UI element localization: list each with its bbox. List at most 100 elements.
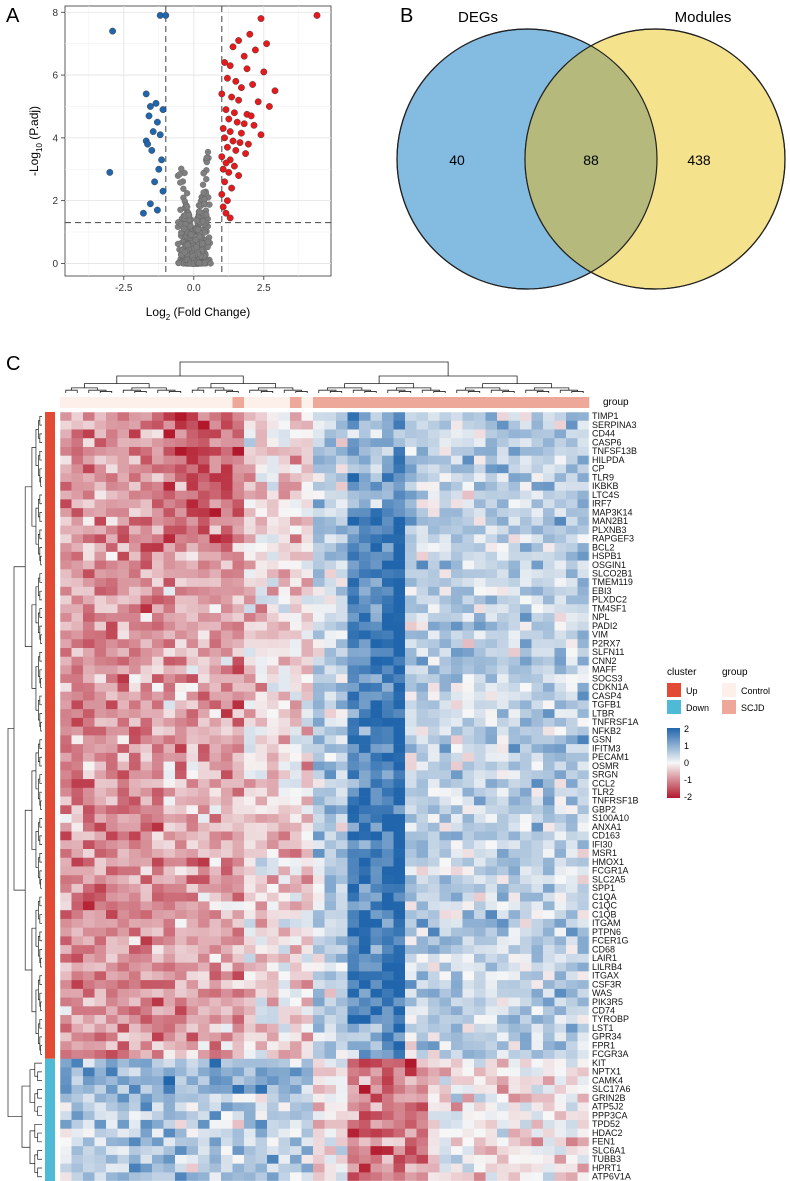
heatmap-cell: [520, 464, 532, 474]
heatmap-cell: [554, 1015, 567, 1025]
heatmap-cell: [485, 717, 498, 727]
heatmap-cell: [428, 1076, 440, 1086]
heatmap-cell: [83, 473, 95, 483]
heatmap-cell: [497, 438, 509, 448]
heatmap-cell: [255, 1102, 268, 1112]
heatmap-cell: [232, 604, 245, 614]
heatmap-cell: [198, 1093, 210, 1103]
heatmap-cell: [393, 1128, 406, 1138]
heatmap-cell: [221, 586, 233, 596]
heatmap-cell: [543, 578, 555, 588]
heatmap-cell: [451, 499, 463, 509]
heatmap-cell: [393, 1032, 406, 1042]
heatmap-cell: [416, 1023, 429, 1033]
heatmap-cell: [347, 1119, 360, 1129]
heatmap-cell: [382, 481, 394, 491]
heatmap-cell: [416, 560, 429, 570]
heatmap-cell: [416, 717, 429, 727]
heatmap-cell: [163, 814, 176, 824]
heatmap-cell: [198, 796, 210, 806]
heatmap-cell: [428, 604, 440, 614]
heatmap-cell: [485, 875, 498, 885]
heatmap-cell: [405, 578, 417, 588]
heatmap-cell: [382, 586, 394, 596]
heatmap-cell: [60, 1084, 72, 1095]
heatmap-cell: [359, 805, 371, 815]
heatmap-cell: [290, 473, 302, 483]
heatmap-cell: [94, 883, 107, 893]
heatmap-cell: [152, 1032, 164, 1042]
heatmap-cell: [244, 420, 256, 430]
heatmap-cell: [221, 910, 233, 920]
heatmap-cell: [221, 1032, 233, 1042]
dendrogram-branch: [40, 957, 42, 968]
heatmap-cell: [175, 499, 187, 509]
heatmap-cell: [71, 875, 84, 885]
heatmap-cell: [416, 656, 429, 666]
heatmap-cell: [416, 446, 429, 456]
heatmap-cell: [462, 543, 475, 553]
heatmap-cell: [451, 840, 463, 850]
heatmap-cell: [198, 647, 210, 658]
heatmap-cell: [152, 997, 164, 1007]
heatmap-cell: [71, 1041, 84, 1051]
heatmap-cell: [577, 866, 590, 876]
heatmap-cell: [152, 779, 164, 789]
heatmap-cell: [324, 717, 337, 727]
heatmap-cell: [439, 936, 452, 946]
heatmap-cell: [163, 586, 176, 596]
heatmap-cell: [267, 1006, 279, 1016]
heatmap-cell: [60, 927, 72, 937]
heatmap-cell: [370, 604, 383, 614]
point-nonsignificant: [199, 181, 207, 188]
heatmap-cell: [60, 997, 72, 1007]
heatmap-cell: [94, 569, 107, 579]
heatmap-cell: [324, 1067, 337, 1077]
heatmap-cell: [106, 752, 118, 762]
heatmap-cell: [313, 481, 325, 491]
heatmap-cell: [554, 945, 567, 955]
heatmap-cell: [94, 682, 107, 692]
heatmap-cell: [474, 796, 486, 806]
heatmap-cell: [462, 1093, 475, 1103]
heatmap-cell: [428, 1137, 440, 1147]
heatmap-cell: [94, 744, 107, 754]
heatmap-cell: [543, 656, 555, 666]
heatmap-cell: [301, 691, 314, 701]
point-up: [257, 15, 265, 22]
heatmap-cell: [313, 918, 325, 928]
heatmap-cell: [382, 717, 394, 727]
heatmap-cell: [117, 945, 130, 955]
heatmap-cell: [106, 420, 118, 430]
heatmap-cell: [198, 1032, 210, 1042]
heatmap-cell: [393, 936, 406, 946]
heatmap-cell: [94, 892, 107, 902]
heatmap-cell: [267, 988, 279, 998]
heatmap-cell: [508, 630, 521, 640]
heatmap-cell: [347, 997, 360, 1007]
heatmap-cell: [71, 787, 84, 797]
heatmap-cell: [497, 508, 509, 518]
heatmap-cell: [439, 543, 452, 553]
heatmap-cell: [152, 1163, 164, 1173]
heatmap-cell: [336, 744, 348, 754]
heatmap-cell: [140, 1015, 153, 1025]
heatmap-cell: [232, 796, 245, 806]
heatmap-cell: [347, 1154, 360, 1164]
heatmap-cell: [382, 770, 394, 780]
heatmap-cell: [140, 901, 153, 911]
heatmap-cell: [152, 1041, 164, 1051]
heatmap-cell: [451, 674, 463, 684]
heatmap-cell: [543, 665, 555, 675]
heatmap-cell: [267, 761, 279, 771]
heatmap-cell: [106, 578, 118, 588]
heatmap-cell: [163, 918, 176, 928]
heatmap-cell: [416, 1076, 429, 1086]
heatmap-cell: [577, 604, 590, 614]
heatmap-cell: [140, 674, 153, 684]
heatmap-cell: [232, 988, 245, 998]
heatmap-cell: [393, 814, 406, 824]
heatmap-cell: [382, 1146, 394, 1156]
heatmap-cell: [278, 1058, 291, 1068]
heatmap-cell: [232, 1146, 245, 1156]
